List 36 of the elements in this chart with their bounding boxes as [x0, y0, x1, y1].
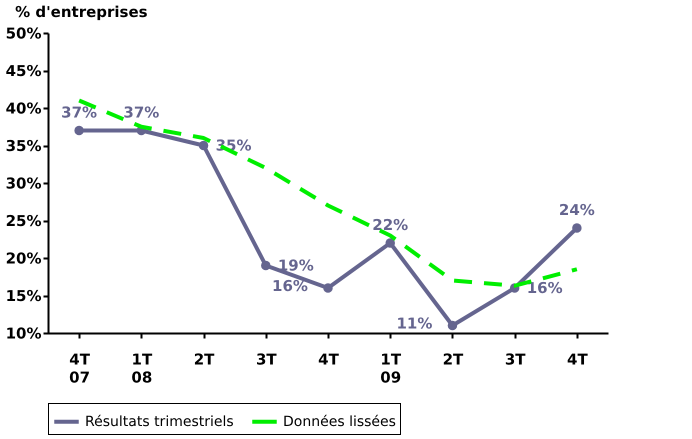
legend-label: Données lissées [283, 414, 396, 430]
data-label: 11% [396, 314, 432, 332]
x-tick-label: 3T [504, 350, 526, 368]
x-tick-label: 1T 09 [380, 350, 402, 386]
x-tick-label: 2T [194, 350, 216, 368]
point [261, 260, 271, 270]
x-tick-label: 1T 08 [131, 350, 153, 386]
data-label: 16% [272, 277, 308, 295]
data-label: 24% [558, 201, 595, 219]
point [448, 320, 458, 330]
legend-label: Résultats trimestriels [85, 414, 234, 430]
point [198, 140, 208, 150]
data-label: 19% [278, 256, 314, 274]
y-tick-label: 30% [6, 174, 42, 192]
x-tick-label: 4T [318, 350, 340, 368]
point [385, 238, 395, 248]
point [74, 126, 84, 136]
y-tick-label: 50% [6, 24, 42, 42]
y-tick-label: 15% [6, 287, 42, 305]
x-tick-label: 4T 07 [69, 350, 91, 386]
data-label: 16% [526, 279, 563, 297]
y-tick-label: 35% [6, 137, 42, 155]
data-label: 37% [61, 104, 98, 122]
y-tick-label: 20% [6, 250, 42, 268]
y-tick-label: 45% [6, 62, 42, 80]
y-axis-title: % d'entreprises [15, 3, 148, 21]
y-tick-label: 40% [6, 100, 42, 118]
y-tick-label: 25% [6, 212, 42, 230]
y-tick-label: 10% [6, 324, 42, 342]
x-tick-label: 4T [567, 350, 588, 368]
data-label: 37% [123, 104, 160, 122]
data-label: 22% [372, 216, 408, 234]
point [572, 223, 582, 233]
x-tick-label: 3T [256, 350, 278, 368]
point [323, 283, 333, 293]
x-tick-label: 2T [442, 350, 464, 368]
